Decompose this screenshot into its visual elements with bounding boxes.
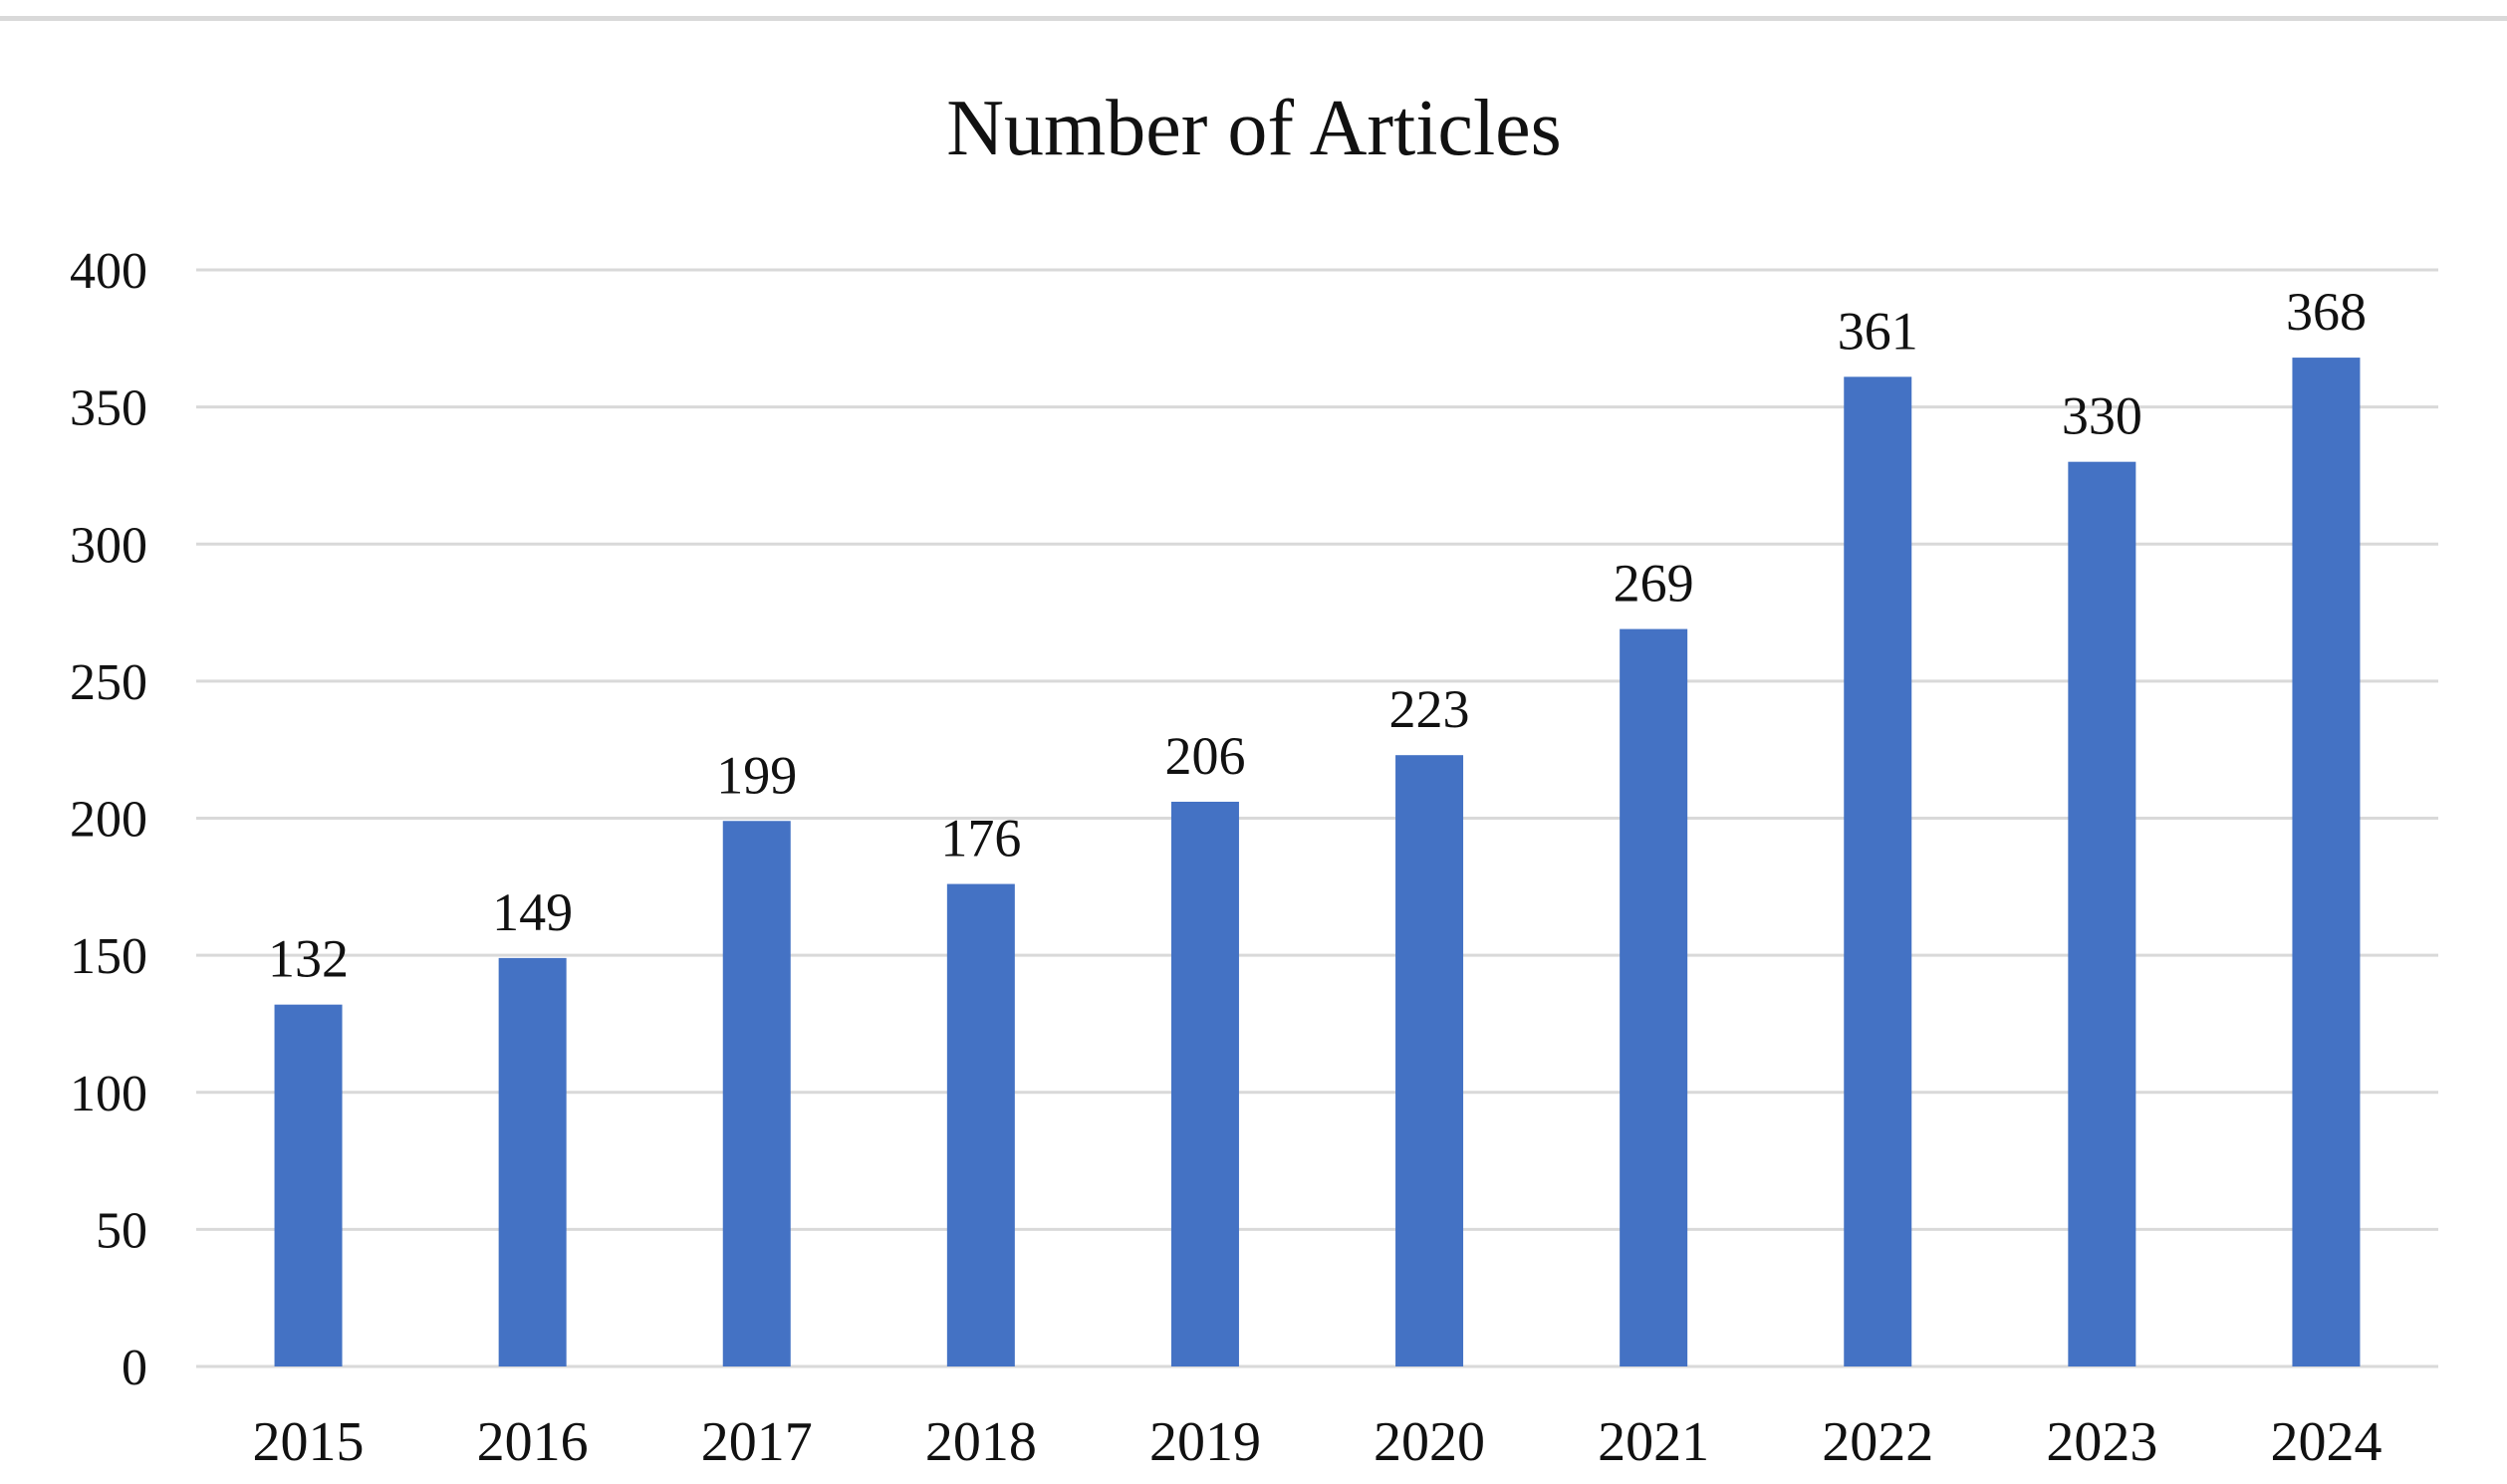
x-tick-label: 2015 (253, 1411, 365, 1473)
bar (1620, 628, 1688, 1366)
bar (946, 883, 1015, 1366)
bar (1170, 801, 1239, 1366)
y-tick-label: 250 (70, 654, 147, 711)
x-tick-label: 2016 (477, 1411, 589, 1473)
y-tick-label: 200 (70, 792, 147, 849)
y-axis: 0 50 100 150 200 250 300 350 400 (70, 243, 147, 1396)
y-tick-label: 400 (70, 243, 147, 300)
data-label: 132 (268, 929, 349, 989)
x-tick-label: 2023 (2046, 1411, 2157, 1473)
gridlines (196, 268, 2438, 1368)
bars (274, 358, 2361, 1367)
y-tick-label: 350 (70, 380, 147, 437)
x-tick-label: 2020 (1374, 1411, 1485, 1473)
chart-title: Number of Articles (946, 85, 1562, 172)
y-tick-label: 0 (122, 1340, 147, 1396)
x-tick-label: 2021 (1598, 1411, 1709, 1473)
x-tick-label: 2018 (925, 1411, 1037, 1473)
x-tick-label: 2022 (1822, 1411, 1933, 1473)
y-tick-label: 300 (70, 517, 147, 574)
data-label: 176 (940, 809, 1021, 868)
bar (1395, 755, 1464, 1366)
y-tick-label: 100 (70, 1066, 147, 1122)
x-tick-label: 2024 (2270, 1411, 2382, 1473)
x-tick-label: 2019 (1149, 1411, 1261, 1473)
data-label: 199 (716, 745, 797, 805)
y-tick-label: 150 (70, 928, 147, 985)
bar (498, 957, 567, 1366)
data-label: 330 (2062, 386, 2142, 446)
x-axis: 2015 2016 2017 2018 2019 2020 2021 2022 2023 2024 (253, 1411, 2382, 1473)
data-label: 223 (1389, 679, 1470, 739)
data-label: 269 (1614, 554, 1694, 614)
data-label: 206 (1164, 726, 1245, 786)
data-label: 361 (1838, 301, 1918, 361)
data-labels: 132 149 199 176 206 223 269 361 330 368 (268, 282, 2367, 989)
bar (274, 1004, 343, 1366)
bar (1844, 376, 1912, 1366)
data-label: 368 (2286, 282, 2367, 342)
x-tick-label: 2017 (701, 1411, 813, 1473)
bar (722, 821, 791, 1366)
data-label: 149 (492, 882, 573, 942)
bar (2292, 358, 2361, 1367)
y-tick-label: 50 (96, 1202, 147, 1259)
chart-frame-top (0, 16, 2507, 21)
bar (2068, 461, 2136, 1366)
